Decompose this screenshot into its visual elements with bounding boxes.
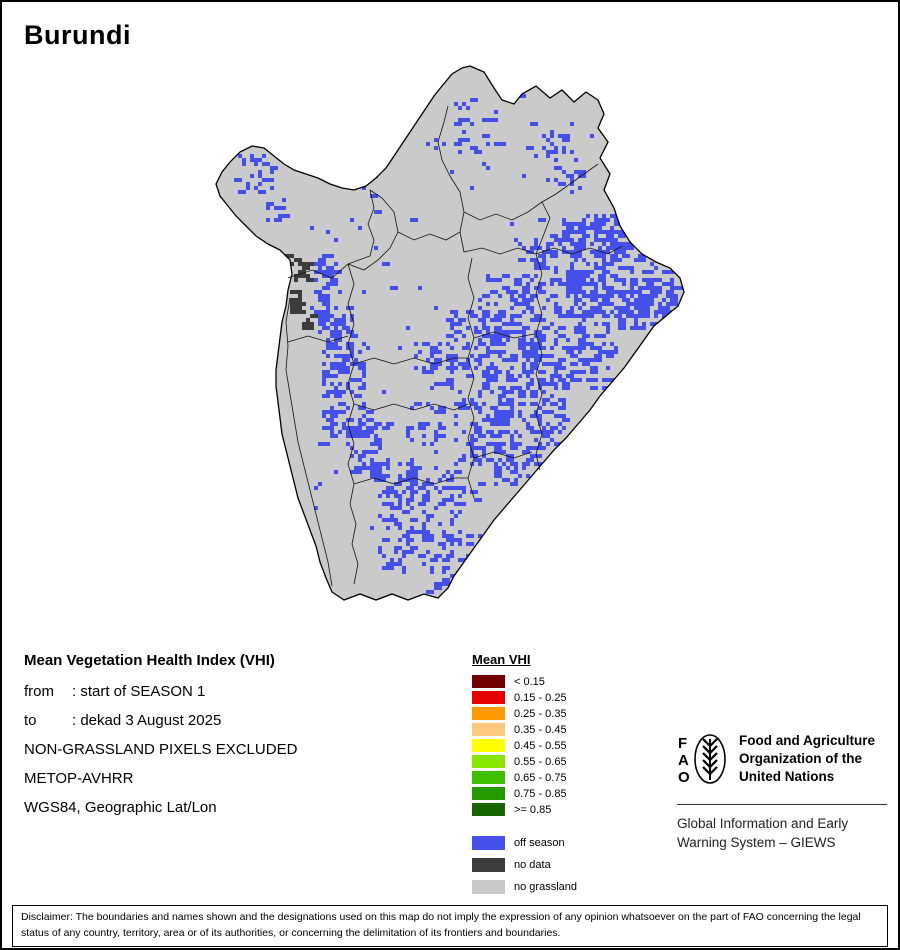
legend-swatch (472, 803, 505, 816)
legend-label: 0.65 - 0.75 (514, 771, 567, 784)
legend-swatch (472, 707, 505, 720)
legend: Mean VHI < 0.15 0.15 - 0.25 0.25 - 0.35 … (472, 652, 652, 902)
legend-label: no grassland (514, 881, 577, 893)
legend-label: >= 0.85 (514, 803, 552, 816)
legend-swatch (472, 787, 505, 800)
giews-line: Global Information and Early (677, 816, 849, 831)
page-title: Burundi (24, 20, 131, 50)
legend-swatch (472, 755, 505, 768)
fao-org-line: Food and Agriculture (739, 733, 875, 748)
info-heading: Mean Vegetation Health Index (VHI) (24, 652, 275, 669)
legend-swatch (472, 691, 505, 704)
info-value-to: : dekad 3 August 2025 (72, 712, 222, 729)
wheat-ear-icon (694, 734, 726, 784)
fao-logo-letter: F (678, 735, 687, 752)
legend-label: off season (514, 837, 565, 849)
legend-swatch (472, 836, 505, 850)
legend-label: 0.15 - 0.25 (514, 691, 567, 704)
divider (677, 804, 887, 805)
legend-row: 0.55 - 0.65 (472, 755, 652, 768)
fao-org-name: Food and Agriculture Organization of the… (739, 728, 875, 787)
info-line-projection: WGS84, Geographic Lat/Lon (24, 799, 217, 816)
legend-swatch (472, 858, 505, 872)
info-block: Mean Vegetation Health Index (VHI) from … (24, 652, 454, 828)
legend-label: 0.75 - 0.85 (514, 787, 567, 800)
legend-label: 0.35 - 0.45 (514, 723, 567, 736)
fao-org-line: United Nations (739, 769, 835, 785)
info-value-from: : start of SEASON 1 (72, 683, 206, 700)
disclaimer-box: Disclaimer: The boundaries and names sho… (12, 905, 888, 947)
info-row-from: from : start of SEASON 1 (24, 683, 454, 700)
legend-swatch (472, 880, 505, 894)
legend-label: no data (514, 859, 551, 871)
legend-label: 0.25 - 0.35 (514, 707, 567, 720)
info-label-from: from (24, 683, 54, 700)
legend-row-no-grassland: no grassland (472, 880, 652, 894)
legend-label: 0.55 - 0.65 (514, 755, 567, 768)
info-label-to: to (24, 712, 37, 729)
legend-swatch (472, 723, 505, 736)
legend-row: >= 0.85 (472, 803, 652, 816)
legend-swatch (472, 675, 505, 688)
legend-row: 0.75 - 0.85 (472, 787, 652, 800)
legend-swatch (472, 739, 505, 752)
giews-line: Warning System – GIEWS (677, 834, 836, 850)
legend-label: 0.45 - 0.55 (514, 739, 567, 752)
legend-row-no-data: no data (472, 858, 652, 872)
info-line-nongrassland: NON-GRASSLAND PIXELS EXCLUDED (24, 741, 298, 758)
giews-caption: Global Information and Early Warning Sys… (677, 815, 889, 853)
legend-row: 0.15 - 0.25 (472, 691, 652, 704)
legend-row: 0.25 - 0.35 (472, 707, 652, 720)
fao-logo-letter: A (678, 752, 689, 769)
legend-row: 0.35 - 0.45 (472, 723, 652, 736)
fao-org-line: Organization of the (739, 751, 862, 767)
info-line-sensor: METOP-AVHRR (24, 770, 134, 787)
legend-extra-group: off season no data no grassland (472, 836, 652, 894)
legend-title: Mean VHI (472, 652, 531, 667)
legend-row-off-season: off season (472, 836, 652, 850)
fao-logo-icon: F A O (678, 734, 726, 786)
legend-swatch (472, 771, 505, 784)
info-row-to: to : dekad 3 August 2025 (24, 712, 454, 729)
fao-block: F A O Food a (677, 728, 889, 853)
legend-row: 0.65 - 0.75 (472, 771, 652, 784)
legend-row: < 0.15 (472, 675, 652, 688)
legend-label: < 0.15 (514, 675, 545, 688)
fao-logo-letter: O (678, 769, 690, 786)
legend-row: 0.45 - 0.55 (472, 739, 652, 752)
